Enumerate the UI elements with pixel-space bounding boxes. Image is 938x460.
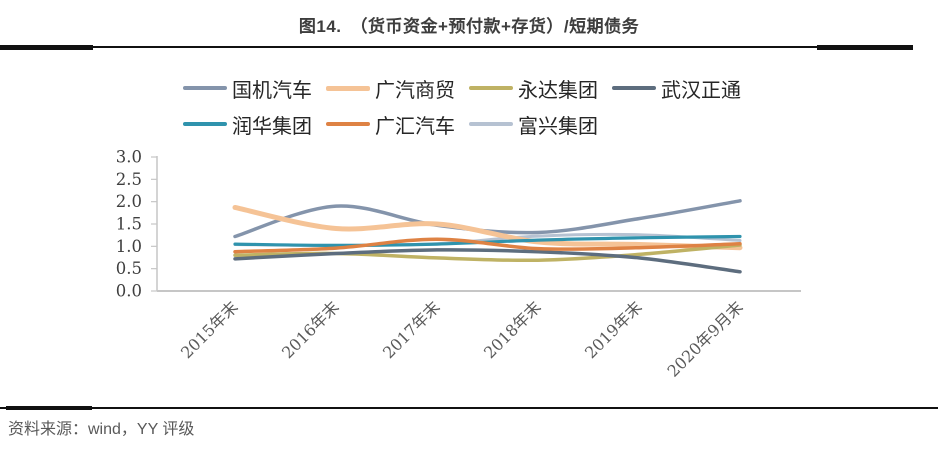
legend-label: 润华集团: [232, 113, 312, 138]
x-axis-label: 2015年末: [177, 297, 242, 362]
legend-swatch: [469, 86, 513, 90]
y-axis-label: 3.0: [116, 148, 142, 167]
footer-rule: [0, 407, 938, 409]
legend-swatch: [326, 122, 370, 126]
x-axis-label: 2016年末: [278, 297, 343, 362]
legend-item-0: 国机汽车: [183, 74, 312, 103]
legend-label: 广汇汽车: [375, 113, 455, 138]
x-axis-label: 2018年末: [480, 297, 545, 362]
x-axis-label: 2017年末: [379, 297, 444, 362]
series-line-广汇汽车: [233, 237, 742, 254]
legend-swatch: [326, 85, 370, 91]
legend-label: 富兴集团: [518, 113, 598, 138]
x-axis-label: 2019年末: [581, 297, 646, 362]
legend-item-5: 广汇汽车: [326, 110, 455, 139]
y-axis-label: 1.0: [116, 237, 142, 256]
series-line-广汽商贸: [232, 204, 743, 251]
y-axis-label: 0.5: [116, 259, 142, 278]
top-rule-thick-left: [0, 45, 93, 50]
legend-item-2: 永达集团: [469, 74, 598, 103]
y-axis-label: 1.5: [116, 215, 142, 234]
legend-label: 国机汽车: [232, 77, 312, 102]
series-line-武汉正通: [233, 248, 742, 274]
legend-item-4: 润华集团: [183, 110, 312, 139]
legend-row: 润华集团 广汇汽车 富兴集团: [183, 106, 823, 142]
legend-swatch: [612, 86, 656, 90]
chart-legend: 国机汽车 广汽商贸 永达集团 武汉正通润华集团 广汇汽车 富兴集团: [183, 70, 823, 142]
legend-swatch: [183, 86, 227, 90]
top-rule: [0, 46, 913, 48]
legend-label: 永达集团: [518, 77, 598, 102]
legend-swatch: [183, 122, 227, 126]
legend-swatch: [469, 122, 513, 126]
legend-label: 武汉正通: [661, 77, 741, 102]
y-axis-label: 0.0: [116, 282, 142, 301]
legend-label: 广汽商贸: [375, 77, 455, 102]
legend-item-3: 武汉正通: [612, 74, 741, 103]
footer-rule-thick-left: [6, 405, 92, 410]
source-note: 资料来源：wind，YY 评级: [8, 421, 195, 438]
legend-row: 国机汽车 广汽商贸 永达集团 武汉正通: [183, 70, 823, 106]
top-rule-thick-right: [817, 45, 913, 50]
y-axis-label: 2.5: [116, 170, 142, 189]
x-axis-label: 2020年9月末: [663, 297, 746, 380]
figure-title: 图14. （货币资金+预付款+存货）/短期债务: [298, 17, 640, 36]
y-axis-label: 2.0: [116, 192, 142, 211]
legend-item-6: 富兴集团: [469, 110, 598, 139]
legend-item-1: 广汽商贸: [326, 74, 455, 103]
